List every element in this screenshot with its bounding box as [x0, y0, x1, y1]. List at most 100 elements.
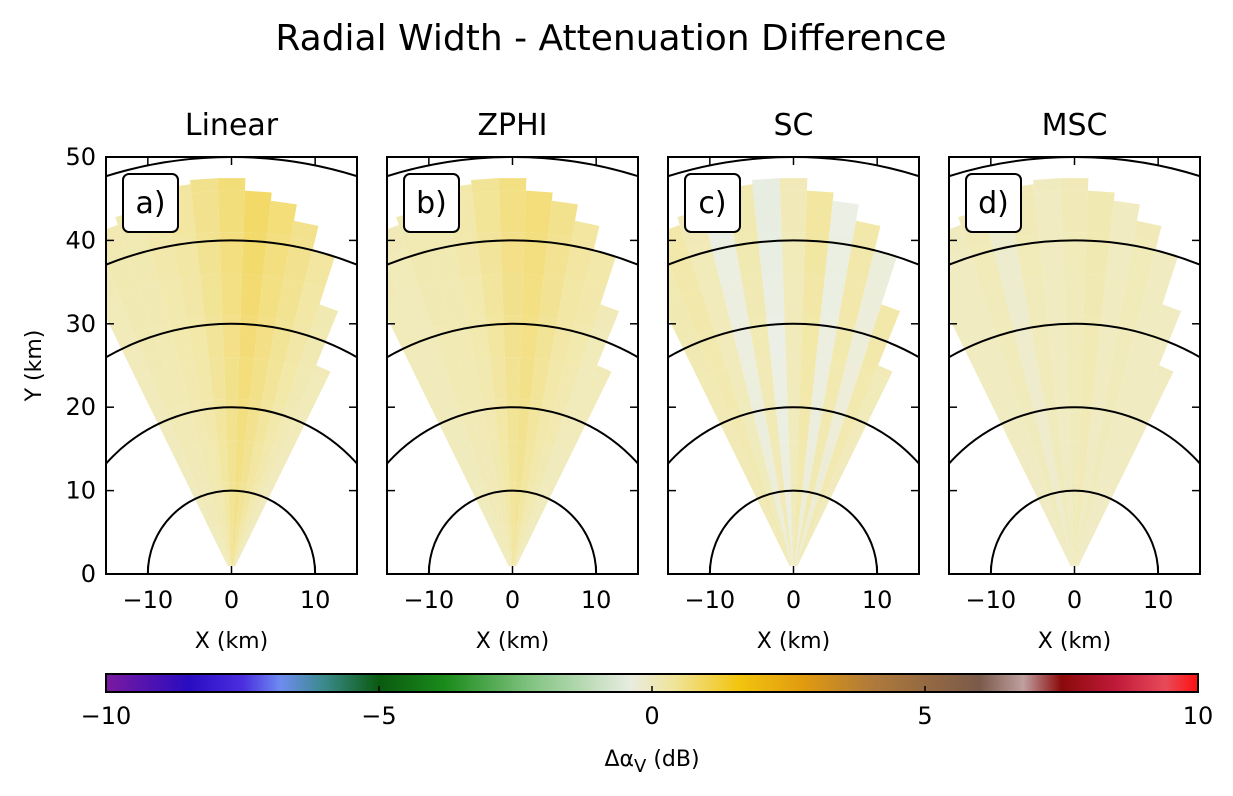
beam-cell [232, 524, 241, 566]
beam-cell [291, 220, 319, 243]
beam-cell [476, 232, 502, 276]
beam-cell [419, 282, 450, 329]
beam-cell [1033, 444, 1053, 487]
beam-cell [778, 525, 792, 567]
beam-cell [790, 482, 797, 524]
beam-cell [856, 282, 887, 329]
beam-cell [502, 273, 523, 316]
beam-cell [540, 447, 563, 489]
beam-cell [1021, 360, 1044, 405]
beam-cell [796, 526, 813, 567]
beam-cell [249, 358, 270, 402]
beam-cell [490, 527, 510, 567]
panel-label-box [684, 173, 741, 233]
beam-cell [1077, 527, 1097, 567]
beam-cell [297, 372, 327, 417]
beam-cell [387, 225, 407, 256]
beam-cell [1096, 444, 1116, 487]
beam-cell [770, 357, 788, 400]
beam-cell [763, 399, 780, 443]
beam-cell [698, 372, 728, 417]
beam-cell [522, 441, 536, 484]
beam-cell [181, 447, 204, 489]
beam-cell [726, 363, 751, 408]
beam-cell [1082, 315, 1102, 359]
beam-cell [506, 399, 519, 441]
beam-cell [1092, 358, 1113, 402]
range-ring [106, 239, 357, 266]
beam-cell [217, 178, 246, 191]
beam-cell [949, 225, 969, 256]
beam-cell [201, 399, 218, 443]
beam-cell [668, 248, 701, 296]
beam-cell [1056, 399, 1070, 442]
beam-cell [233, 525, 247, 567]
panel-sc: SC c) −10 0 10 X (km) [667, 108, 920, 654]
range-ring [949, 322, 1200, 359]
beam-cell [1102, 447, 1125, 489]
beam-cell [783, 273, 804, 316]
beam-cell [1001, 278, 1030, 324]
beam-cell [524, 485, 541, 527]
panel-title: ZPHI [477, 108, 547, 143]
beam-cell [752, 178, 781, 193]
beam-cell [499, 190, 526, 233]
beam-cell [237, 357, 255, 400]
beam-cell [981, 282, 1012, 329]
beam-cell [578, 372, 608, 417]
beam-cell [781, 232, 806, 274]
beam-cell [474, 358, 495, 402]
beam-cell [1079, 482, 1091, 525]
beam-cell [534, 444, 554, 487]
beam-cell [234, 526, 251, 567]
beam-cell [276, 278, 305, 324]
beam-cell [1083, 483, 1097, 526]
beam-cell [267, 200, 297, 238]
beam-cell [679, 334, 712, 380]
beam-cell [1090, 442, 1107, 485]
beam-cell [1069, 524, 1075, 566]
beam-cell [485, 315, 505, 359]
beam-cell [233, 524, 244, 566]
range-ring [668, 239, 919, 266]
beam-cell [294, 282, 325, 329]
beam-cell [253, 444, 273, 487]
range-ring [146, 489, 317, 574]
beam-cell [785, 357, 802, 399]
beam-cell [398, 334, 431, 380]
beam-cell [190, 444, 210, 487]
beam-cell [172, 450, 197, 492]
beam-cell [805, 190, 834, 234]
beam-cell [680, 288, 714, 335]
beam-cell [517, 482, 529, 525]
beam-cell [820, 275, 846, 320]
beam-cell [1007, 363, 1032, 408]
beam-cell [1052, 483, 1066, 526]
beam-cell [788, 440, 799, 483]
beam-cell [784, 315, 803, 358]
beam-cell [752, 444, 772, 487]
beam-cell [828, 450, 853, 492]
beam-cell [266, 450, 291, 492]
beam-cell [815, 444, 835, 487]
beam-cell [1060, 178, 1089, 191]
beam-cell [784, 524, 793, 566]
y-axis-label: Y (km) [22, 330, 47, 403]
beam-cell [462, 447, 485, 489]
beam-cell [453, 450, 478, 492]
beam-cell [566, 367, 594, 412]
beam-cell [741, 275, 767, 320]
beam-cell [498, 440, 510, 483]
panel-label: b) [416, 186, 447, 221]
beam-cell [225, 399, 238, 441]
beam-cell [802, 273, 825, 317]
beam-cell [1110, 200, 1140, 238]
beam-cell [780, 190, 807, 233]
beam-cell [847, 367, 875, 412]
beam-cell [1062, 524, 1073, 566]
beam-cell [1043, 273, 1066, 317]
beam-cell [209, 527, 229, 567]
beam-cell [503, 315, 522, 358]
colorbar-tick-label: 5 [917, 702, 932, 730]
beam-cell [1052, 527, 1072, 567]
